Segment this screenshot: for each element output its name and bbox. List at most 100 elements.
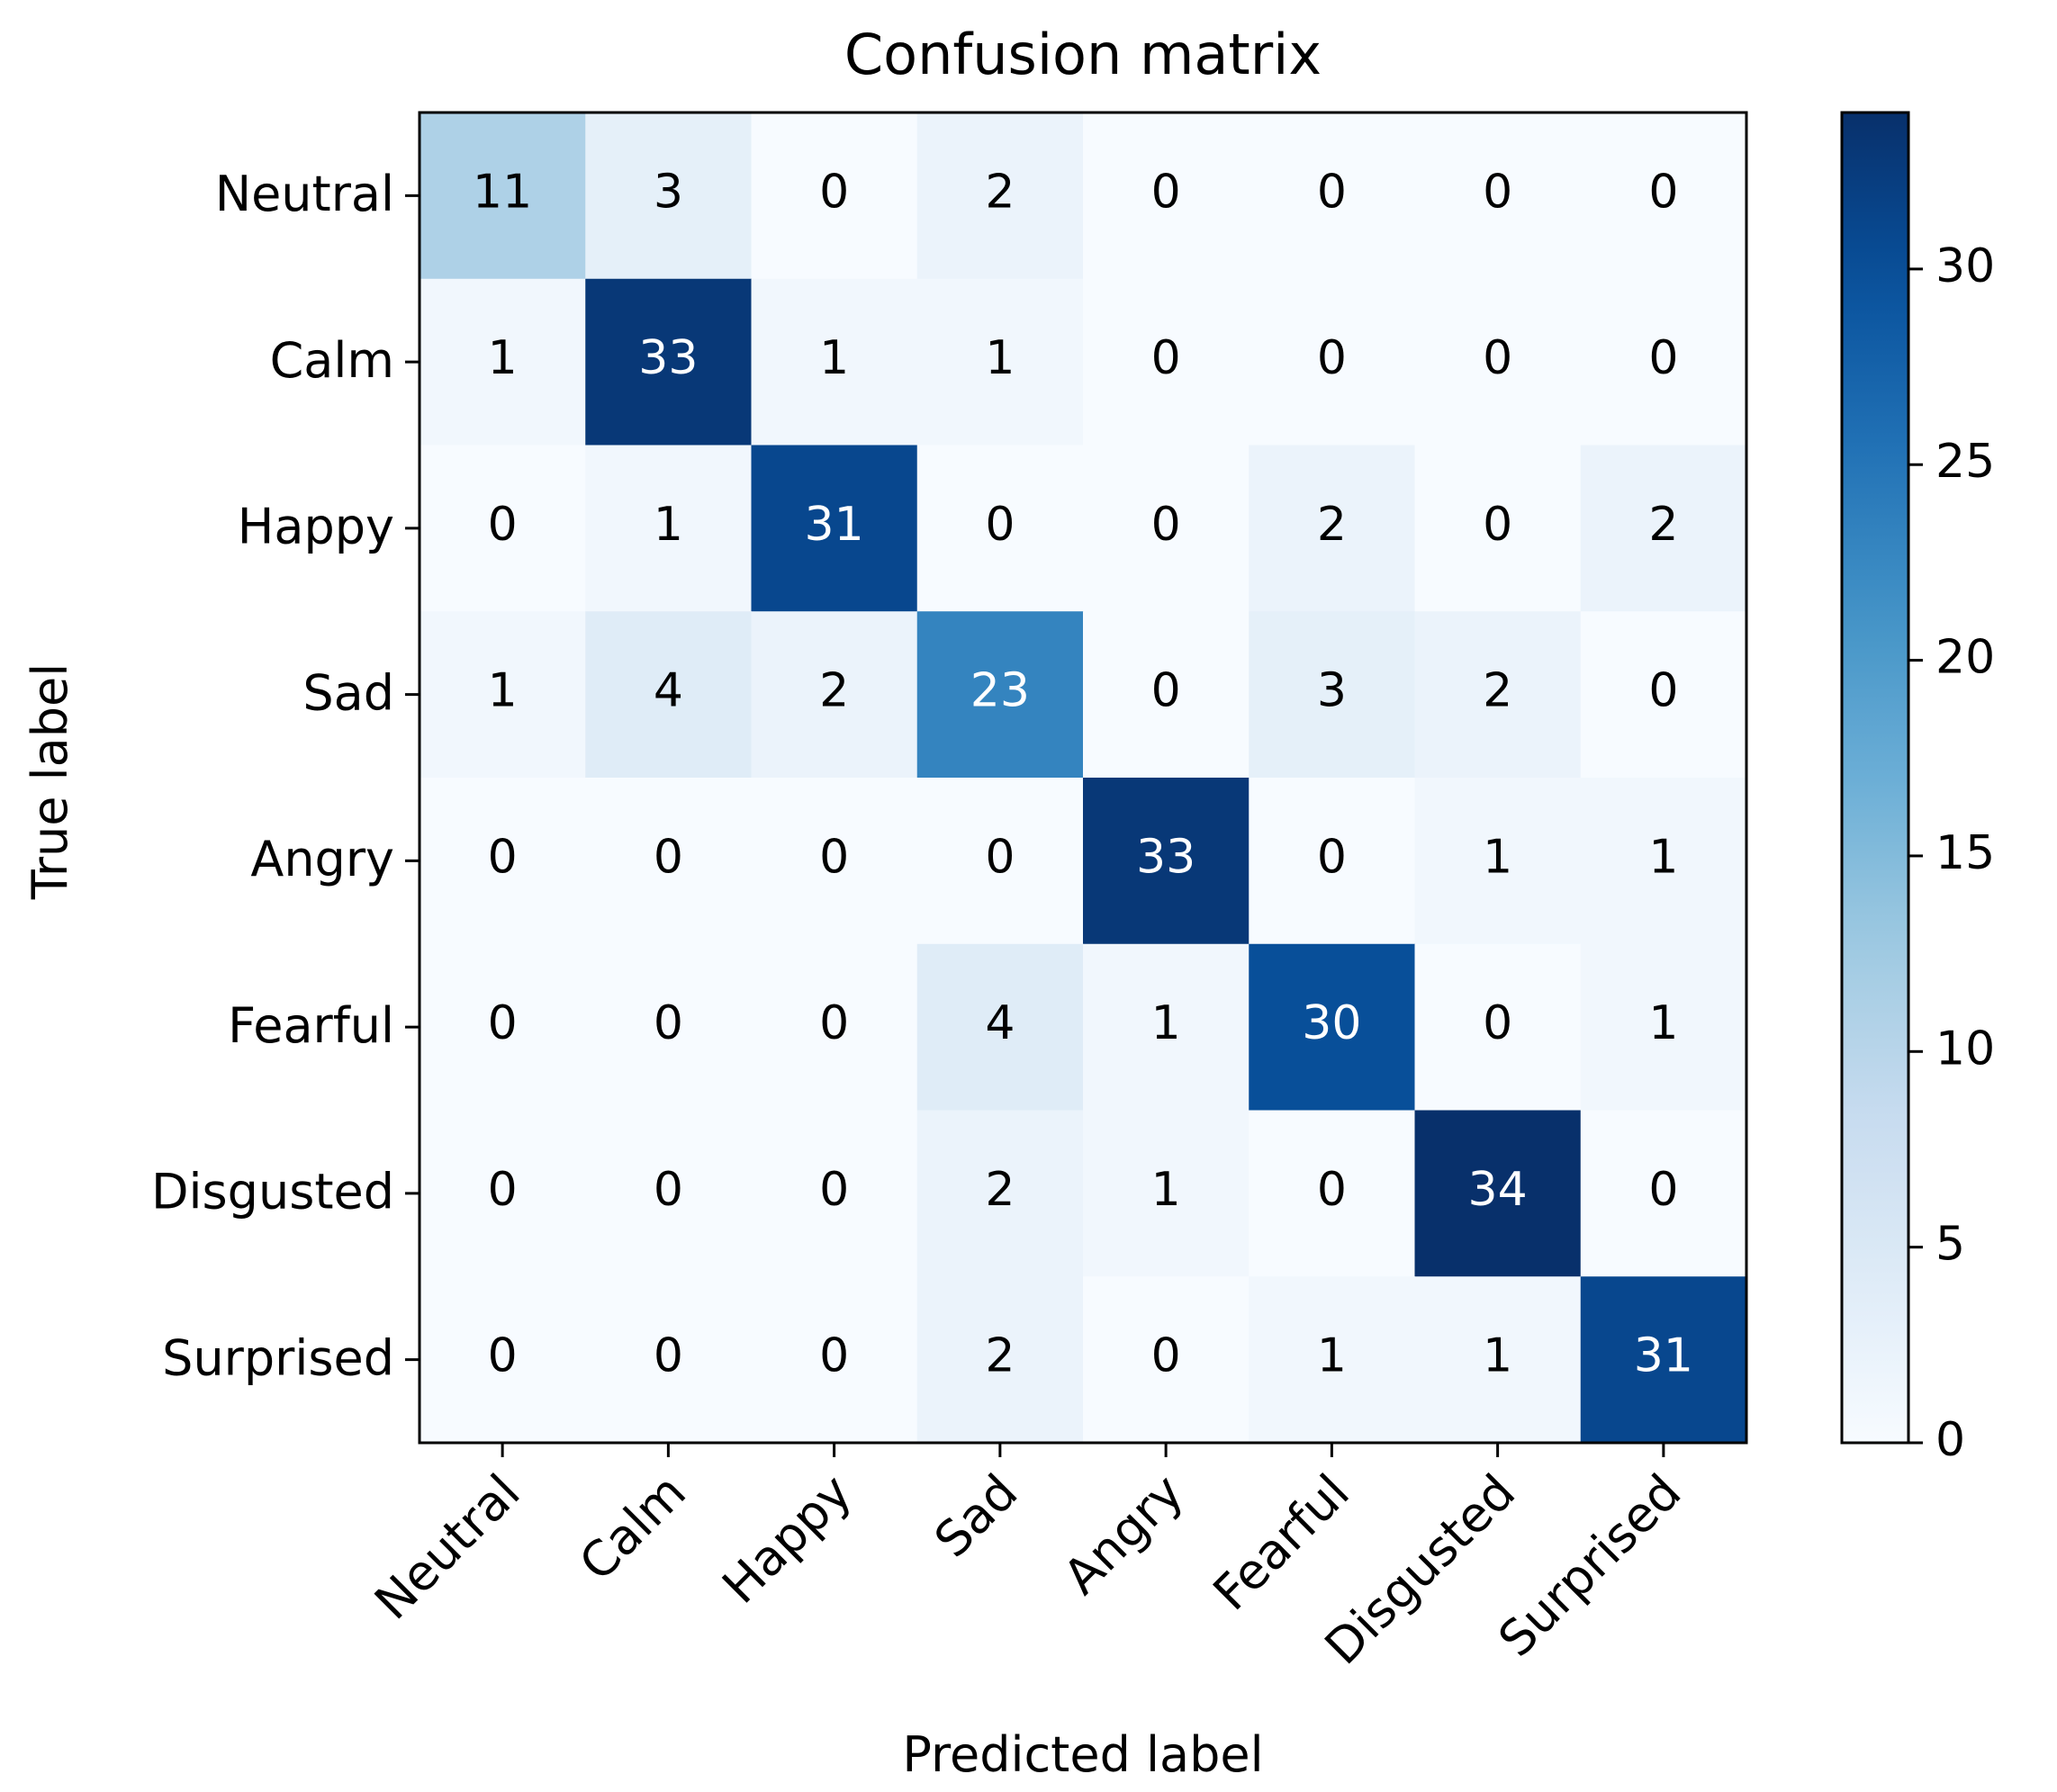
x-axis-ticks: Neutral Calm Happy Sad Angry FearfulDisgusted… bbox=[364, 1443, 1692, 1675]
heatmap-cell bbox=[585, 943, 753, 1112]
y-tick-label: Calm bbox=[270, 332, 394, 389]
cell-value-label: 0 bbox=[1317, 165, 1347, 219]
heatmap-cell bbox=[585, 611, 753, 779]
heatmap-cell bbox=[1414, 1110, 1582, 1277]
cell-value-label: 0 bbox=[654, 830, 683, 884]
cell-value-label: 0 bbox=[1317, 331, 1347, 385]
heatmap-cell bbox=[1414, 943, 1582, 1112]
y-tick-label: Disgusted bbox=[151, 1164, 394, 1220]
colorbar-tick-label: 0 bbox=[1935, 1413, 1965, 1467]
heatmap-cell bbox=[1414, 278, 1582, 446]
x-tick-label: Calm bbox=[569, 1463, 697, 1591]
cell-value-label: 0 bbox=[1648, 331, 1678, 385]
colorbar-tick-label: 30 bbox=[1935, 239, 1995, 293]
heatmap-cell bbox=[916, 278, 1084, 446]
cell-value-label: 0 bbox=[819, 1329, 849, 1383]
heatmap-cell bbox=[1083, 1110, 1250, 1277]
cell-value-label: 0 bbox=[1483, 331, 1512, 385]
heatmap-cell bbox=[585, 778, 753, 945]
heatmap-cell bbox=[420, 611, 586, 779]
y-tick-label: Happy bbox=[238, 499, 394, 555]
colorbar-tick-label: 10 bbox=[1935, 1022, 1995, 1076]
cell-value-label: 0 bbox=[654, 1163, 683, 1217]
heatmap-cell bbox=[585, 445, 753, 612]
heatmap-cell bbox=[1249, 778, 1416, 945]
cell-value-label: 0 bbox=[985, 498, 1015, 552]
cell-value-label: 1 bbox=[985, 331, 1015, 385]
y-tick-label: Sad bbox=[302, 664, 394, 721]
heatmap-cell bbox=[1083, 778, 1250, 945]
heatmap-cell bbox=[1249, 1110, 1416, 1277]
cell-value-label: 0 bbox=[488, 1329, 518, 1383]
cell-value-label: 1 bbox=[1483, 830, 1512, 884]
cell-value-label: 1 bbox=[1648, 996, 1678, 1050]
cell-value-label: 2 bbox=[985, 1163, 1015, 1217]
heatmap-cell bbox=[751, 1276, 918, 1444]
heatmap-cell bbox=[1249, 278, 1416, 446]
colorbar-tick-label: 25 bbox=[1935, 435, 1995, 489]
cell-value-label: 2 bbox=[1317, 498, 1347, 552]
heatmap-cell bbox=[751, 778, 918, 945]
heatmap-cell bbox=[1083, 1276, 1250, 1444]
heatmap-cell bbox=[1249, 445, 1416, 612]
cell-value-label: 0 bbox=[1151, 664, 1181, 718]
y-tick-label: Fearful bbox=[228, 997, 394, 1054]
cell-value-label: 33 bbox=[1136, 830, 1195, 884]
heatmap-cell bbox=[1083, 943, 1250, 1112]
heatmap-cell bbox=[751, 611, 918, 779]
y-tick-label: Angry bbox=[250, 831, 394, 887]
heatmap-cell bbox=[916, 943, 1084, 1112]
cell-value-label: 0 bbox=[1317, 1163, 1347, 1217]
cell-value-label: 1 bbox=[654, 498, 683, 552]
heatmap-cell bbox=[751, 445, 918, 612]
heatmap-cell bbox=[751, 113, 918, 280]
heatmap-cell bbox=[1249, 1276, 1416, 1444]
heatmap-cell bbox=[420, 943, 586, 1112]
heatmap-cell bbox=[420, 1276, 586, 1444]
x-tick-label: Happy bbox=[711, 1463, 862, 1615]
cell-value-label: 0 bbox=[1483, 498, 1512, 552]
cell-value-label: 1 bbox=[1483, 1329, 1512, 1383]
heatmap-cell bbox=[751, 943, 918, 1112]
cell-value-label: 1 bbox=[1151, 1163, 1181, 1217]
colorbar-tick-label: 15 bbox=[1935, 826, 1995, 880]
cell-value-label: 0 bbox=[488, 830, 518, 884]
x-tick-label: Surprised bbox=[1488, 1463, 1692, 1668]
heatmap-cell bbox=[1580, 943, 1747, 1112]
cell-value-label: 4 bbox=[985, 996, 1015, 1050]
cell-value-label: 31 bbox=[1634, 1329, 1693, 1383]
cell-value-label: 0 bbox=[1483, 996, 1512, 1050]
cell-value-label: 1 bbox=[488, 331, 518, 385]
heatmap-cell bbox=[1414, 445, 1582, 612]
heatmap-cell bbox=[420, 278, 586, 446]
cell-value-label: 0 bbox=[1483, 165, 1512, 219]
cell-value-label: 0 bbox=[488, 498, 518, 552]
heatmap-cell bbox=[1414, 113, 1582, 280]
heatmap-cell bbox=[751, 1110, 918, 1277]
cell-value-label: 0 bbox=[654, 996, 683, 1050]
heatmap-cell bbox=[1414, 778, 1582, 945]
cell-value-label: 0 bbox=[1317, 830, 1347, 884]
cell-value-label: 0 bbox=[1151, 498, 1181, 552]
heatmap-cell bbox=[585, 1276, 753, 1444]
cell-value-label: 0 bbox=[819, 1163, 849, 1217]
heatmap-cell bbox=[916, 778, 1084, 945]
cell-value-label: 1 bbox=[819, 331, 849, 385]
cell-value-label: 2 bbox=[985, 165, 1015, 219]
cell-value-labels: 11 3 0 2 0 0 0 01 33 1 1 0 0 0 00 1 31 0 0 2 0 21 4 2 23 0 3 2 00 0 0 0… bbox=[473, 165, 1693, 1382]
heatmap-cell bbox=[916, 113, 1084, 280]
heatmap-cell bbox=[1414, 611, 1582, 779]
cell-value-label: 1 bbox=[488, 664, 518, 718]
heatmap-cell bbox=[916, 1276, 1084, 1444]
heatmap-cell bbox=[1083, 445, 1250, 612]
heatmap-cell bbox=[420, 1110, 586, 1277]
cell-value-label: 11 bbox=[473, 165, 532, 219]
colorbar-tick-label: 20 bbox=[1935, 631, 1995, 685]
heatmap-cell bbox=[1580, 1276, 1747, 1444]
heatmap-cell bbox=[585, 113, 753, 280]
heatmap-cell bbox=[1580, 611, 1747, 779]
colorbar: 0 5 10 15 20 25 30 bbox=[1840, 111, 1995, 1467]
heatmap-cell bbox=[1083, 113, 1250, 280]
heatmap-cell bbox=[1580, 1110, 1747, 1277]
